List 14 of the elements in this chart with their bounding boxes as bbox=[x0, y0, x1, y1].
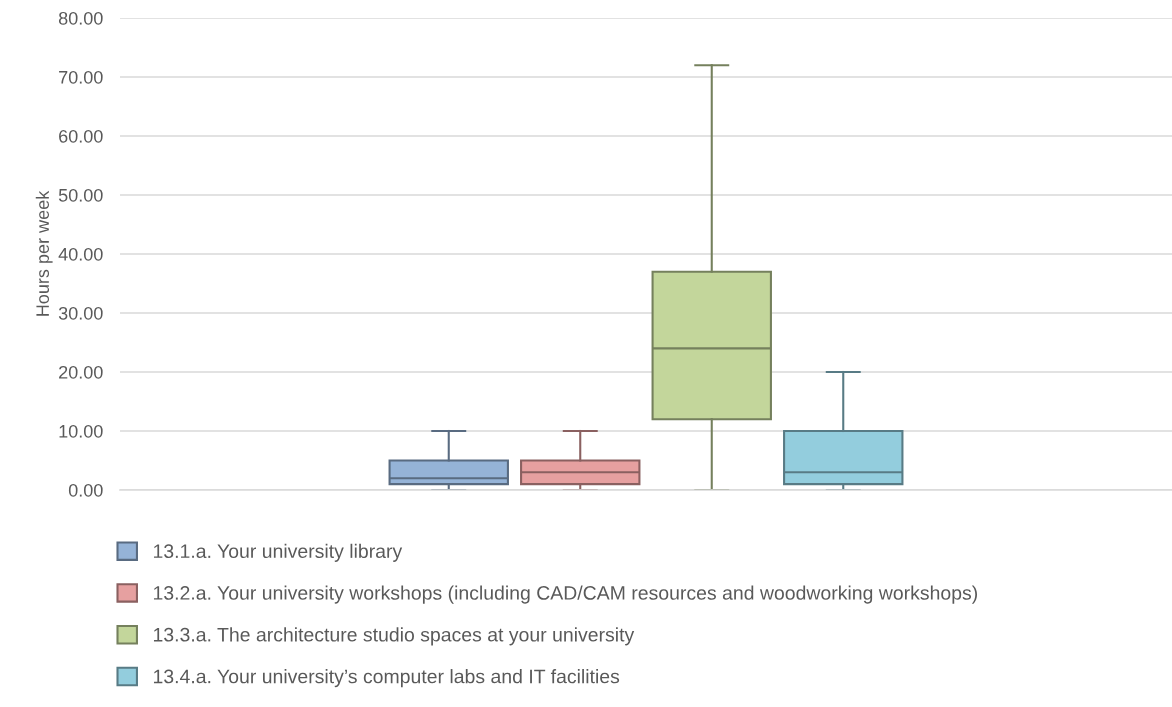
legend-label: 13.3.a. The architecture studio spaces at your university bbox=[153, 627, 635, 646]
y-tick-label: 50.00 bbox=[58, 188, 103, 202]
y-tick-label: 20.00 bbox=[59, 365, 103, 379]
legend-label: 13.4.a. Your university’s computer labs and IT facilities bbox=[153, 669, 620, 688]
y-tick-label: 10.00 bbox=[59, 424, 103, 438]
y-tick-label: 70.00 bbox=[59, 70, 103, 84]
y-tick-label: 30.00 bbox=[58, 306, 103, 320]
y-tick-label: 80.00 bbox=[58, 11, 103, 25]
y-tick-label: 0.00 bbox=[68, 483, 103, 497]
y-tick-label: 40.00 bbox=[58, 247, 103, 261]
legend-label: 13.1.a. Your university library bbox=[153, 543, 403, 562]
legend-label: 13.2.a. Your university workshops (including CAD/CAM resources and woodworking workshops) bbox=[153, 585, 978, 604]
y-axis-title: Hours per week bbox=[35, 190, 53, 316]
y-tick-label: 60.00 bbox=[59, 129, 103, 143]
